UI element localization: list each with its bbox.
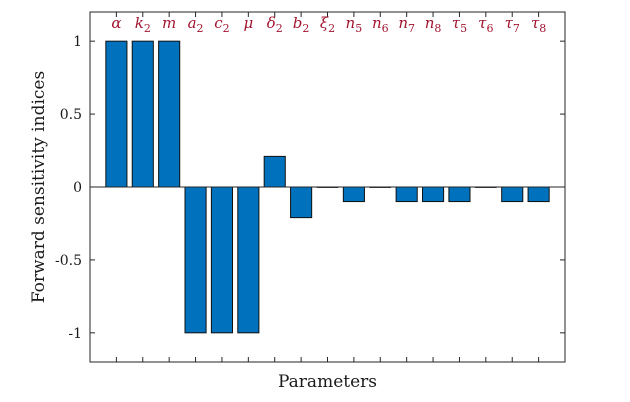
bar-2: [158, 40, 181, 188]
category-label-14: τ6: [478, 14, 493, 35]
y-axis: 1 0.5 0 -0.5 -1: [55, 34, 565, 342]
category-labels: α k2 m a2 c2 μ δ2 b2 ξ2 n5 n6 n7 n8 τ5 τ6 τ7 τ8: [111, 14, 546, 35]
bar-4: [210, 186, 233, 334]
category-label-8: ξ2: [320, 14, 335, 35]
bar-3: [184, 186, 207, 334]
category-label-13: τ5: [452, 14, 467, 35]
category-label-5: μ: [243, 14, 253, 32]
category-label-11: n7: [398, 14, 415, 35]
category-label-1: k2: [135, 14, 151, 35]
bar-7: [290, 186, 313, 219]
bar-0: [105, 40, 128, 188]
category-label-0: α: [111, 14, 121, 32]
bar-12: [422, 186, 445, 203]
category-label-6: δ2: [267, 14, 283, 35]
x-axis-title: Parameters: [278, 372, 377, 392]
bar-15: [501, 186, 524, 203]
category-label-2: m: [162, 14, 176, 32]
category-label-3: a2: [188, 14, 204, 35]
bar-11: [395, 186, 418, 203]
y-axis-title: Forward sensitivity indices: [29, 71, 49, 303]
category-label-16: τ8: [531, 14, 546, 35]
y-tick-label: -1: [68, 326, 82, 342]
category-label-4: c2: [214, 14, 229, 35]
x-axis: [115, 12, 540, 362]
bar-9: [342, 186, 365, 203]
category-label-7: b2: [293, 14, 310, 35]
bars-layer: [105, 40, 550, 334]
bar-13: [448, 186, 471, 203]
y-tick-label: -0.5: [55, 253, 82, 269]
category-label-9: n5: [346, 14, 363, 35]
bar-6: [263, 155, 286, 188]
y-tick-label: 0.5: [60, 107, 82, 123]
y-tick-label: 1: [73, 34, 82, 50]
y-tick-label: 0: [73, 180, 82, 196]
bar-1: [131, 40, 154, 188]
category-label-15: τ7: [505, 14, 520, 35]
category-label-10: n6: [372, 14, 389, 35]
category-label-12: n8: [425, 14, 442, 35]
bar-16: [527, 186, 550, 203]
bar-5: [237, 186, 260, 334]
